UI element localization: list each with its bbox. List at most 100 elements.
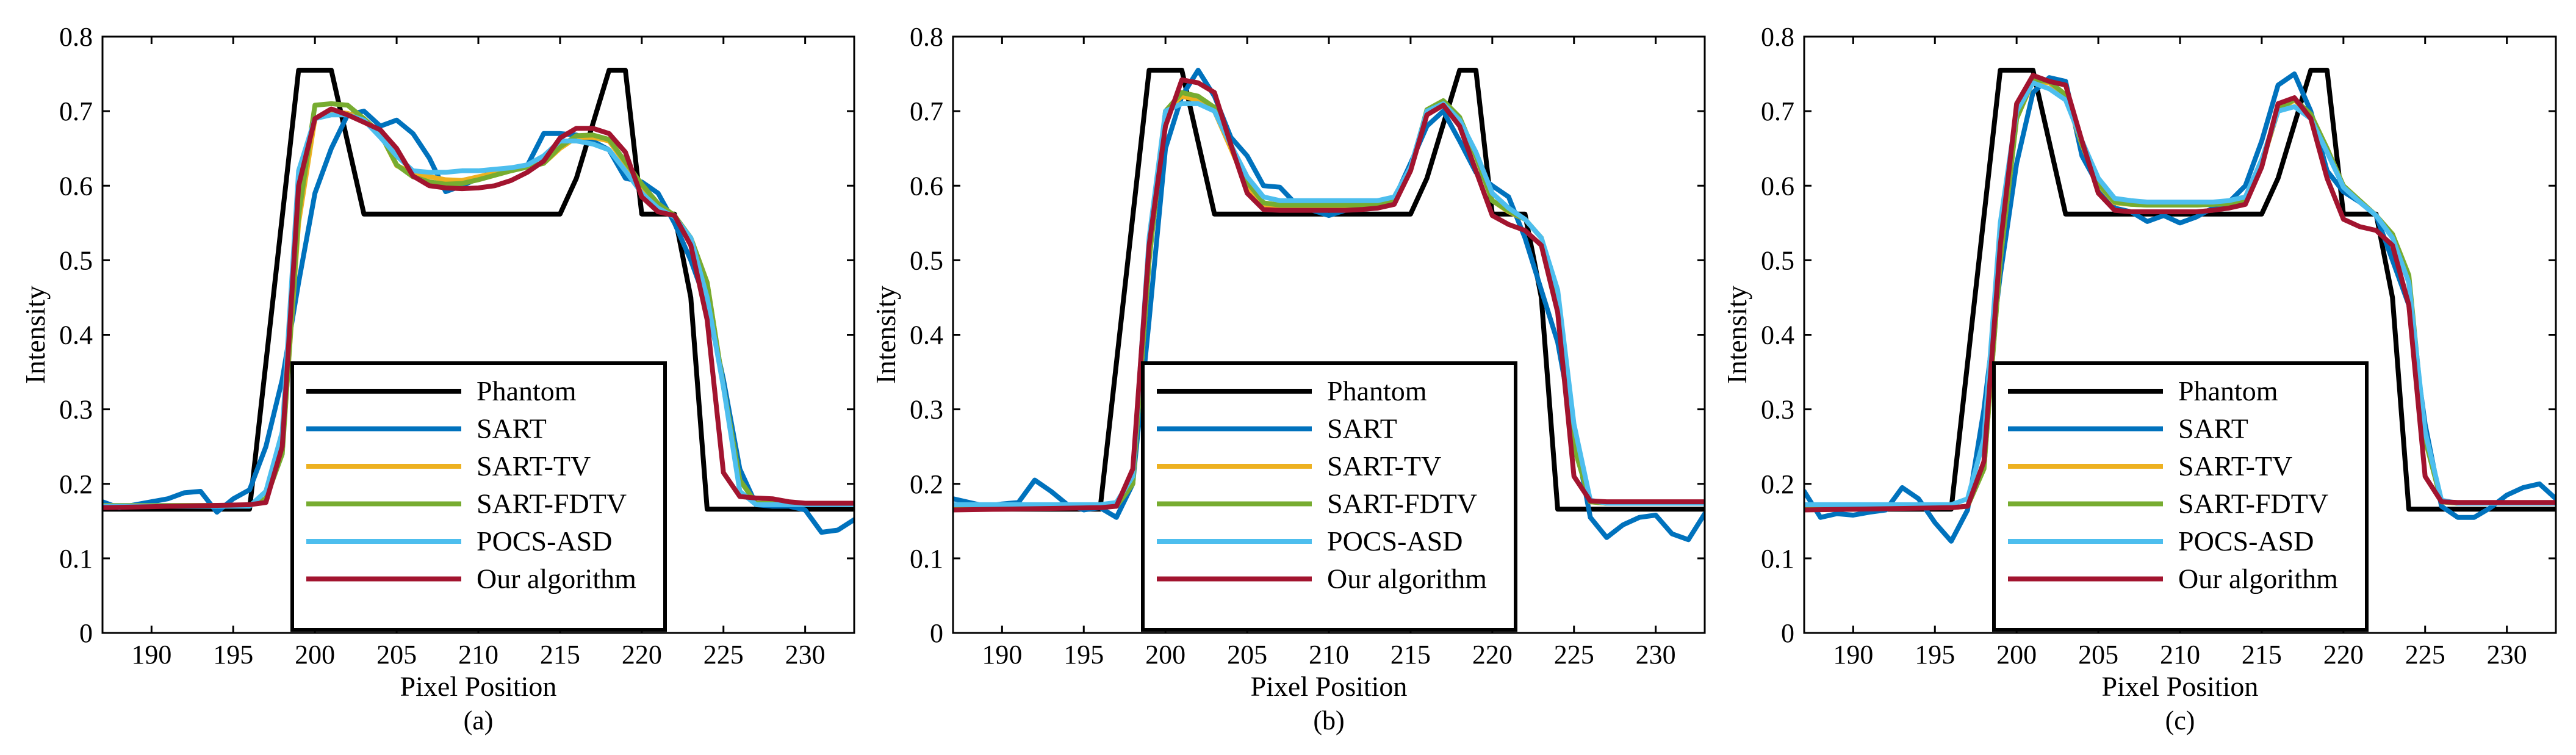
- x-tick-label: 205: [376, 640, 417, 670]
- series-line-pocs-asd: [1804, 80, 2556, 507]
- x-tick-label: 230: [2487, 640, 2527, 670]
- y-tick-label: 0.5: [910, 245, 943, 275]
- legend-entry-label: SART: [477, 413, 547, 444]
- legend-entry-label: SART-FDTV: [1327, 488, 1477, 519]
- legend-entry-label: SART-TV: [1327, 450, 1441, 482]
- y-tick-label: 0.6: [910, 171, 943, 201]
- legend-entry-label: POCS-ASD: [2178, 526, 2314, 557]
- y-tick-label: 0.2: [910, 469, 943, 499]
- x-tick-label: 220: [622, 640, 662, 670]
- x-tick-label: 190: [1833, 640, 1873, 670]
- y-tick-label: 0.3: [910, 395, 943, 425]
- x-tick-label: 195: [1915, 640, 1955, 670]
- y-tick-label: 0.7: [59, 96, 93, 126]
- x-tick-label: 200: [295, 640, 335, 670]
- series-line-our-algorithm: [103, 106, 854, 510]
- legend-entry-label: SART-FDTV: [2178, 488, 2328, 519]
- x-tick-label: 195: [1063, 640, 1104, 670]
- x-axis-label: Pixel Position: [1251, 671, 1408, 702]
- series-line-phantom: [1804, 68, 2556, 512]
- legend-entry-label: Our algorithm: [2178, 563, 2338, 594]
- chart-panel-1: 0 0.1 0.2 0.3 0.4 0.5 0.6 0.7 0.8 190 195 200 205 210…: [20, 22, 855, 735]
- x-tick-label: 200: [1996, 640, 2037, 670]
- legend-entry-label: SART-FDTV: [477, 488, 627, 519]
- x-axis-label: Pixel Position: [400, 671, 557, 702]
- y-axis-label: Intensity: [1721, 286, 1752, 384]
- x-tick-label: 190: [131, 640, 171, 670]
- x-tick-label: 215: [1391, 640, 1431, 670]
- x-tick-label: 225: [703, 640, 744, 670]
- legend-entry-label: POCS-ASD: [477, 526, 612, 557]
- y-tick-label: 0: [930, 618, 943, 648]
- y-tick-label: 0.4: [1761, 320, 1794, 350]
- y-tick-label: 0.8: [59, 22, 93, 52]
- legend-box: [1141, 361, 1517, 632]
- series-line-our-algorithm: [953, 77, 1705, 513]
- y-tick-label: 0.5: [1761, 245, 1794, 275]
- y-tick-label: 0.1: [1761, 544, 1794, 574]
- x-tick-label: 230: [1636, 640, 1676, 670]
- legend: Phantom SART SART-TV SART-FDTV POCS-ASD Our a…: [290, 361, 667, 632]
- y-tick-label: 0.4: [910, 320, 943, 350]
- x-tick-label: 210: [2160, 640, 2200, 670]
- legend-entry-label: Phantom: [2178, 375, 2278, 406]
- y-tick-label: 0.5: [59, 245, 93, 275]
- series-group: [103, 68, 854, 535]
- y-tick-label: 0: [1781, 618, 1794, 648]
- y-tick-label: 0.2: [59, 469, 93, 499]
- x-tick-label: 190: [982, 640, 1022, 670]
- x-tick-label: 225: [1554, 640, 1594, 670]
- chart-panel-3: 0 0.1 0.2 0.3 0.4 0.5 0.6 0.7 0.8 190 195 200 205 210…: [1721, 22, 2557, 735]
- y-tick-label: 0.1: [59, 544, 93, 574]
- panel-label: (b): [1313, 706, 1344, 735]
- x-tick-label: 220: [2323, 640, 2364, 670]
- legend-entry-label: SART: [1327, 413, 1397, 444]
- y-tick-label: 0.7: [910, 96, 943, 126]
- y-tick-label: 0: [79, 618, 93, 648]
- legend-entry-label: SART: [2178, 413, 2248, 444]
- y-tick-label: 0.8: [1761, 22, 1794, 52]
- series-line-our-algorithm: [1804, 73, 2556, 513]
- x-tick-label: 210: [458, 640, 498, 670]
- legend-entry-label: SART-TV: [2178, 450, 2292, 482]
- legend-box: [290, 361, 667, 632]
- x-tick-label: 205: [2078, 640, 2118, 670]
- legend-box: [1992, 361, 2369, 632]
- legend: Phantom SART SART-TV SART-FDTV POCS-ASD Our a…: [1141, 361, 1517, 632]
- y-tick-label: 0.6: [59, 171, 93, 201]
- x-tick-label: 205: [1227, 640, 1267, 670]
- x-tick-label: 210: [1309, 640, 1349, 670]
- series-group: [1804, 68, 2556, 544]
- legend-entry-label: Our algorithm: [1327, 563, 1487, 594]
- y-axis-label: Intensity: [20, 286, 51, 384]
- y-tick-label: 0.4: [59, 320, 93, 350]
- y-tick-label: 0.3: [1761, 395, 1794, 425]
- y-tick-label: 0.2: [1761, 469, 1794, 499]
- x-tick-label: 225: [2405, 640, 2445, 670]
- legend-entry-label: Phantom: [477, 375, 577, 406]
- legend-entry-label: POCS-ASD: [1327, 526, 1462, 557]
- series-group: [953, 68, 1705, 543]
- x-axis-label: Pixel Position: [2102, 671, 2259, 702]
- legend-entry-label: Phantom: [1327, 375, 1427, 406]
- x-tick-label: 195: [213, 640, 253, 670]
- legend-entry-label: Our algorithm: [477, 563, 636, 594]
- legend: Phantom SART SART-TV SART-FDTV POCS-ASD Our a…: [1992, 361, 2369, 632]
- y-axis-label: Intensity: [870, 286, 901, 384]
- y-tick-label: 0.3: [59, 395, 93, 425]
- series-line-phantom: [103, 68, 854, 512]
- y-tick-label: 0.7: [1761, 96, 1794, 126]
- chart-panel-2: 0 0.1 0.2 0.3 0.4 0.5 0.6 0.7 0.8 190 195 200 205 210…: [870, 22, 1706, 735]
- x-tick-label: 220: [1472, 640, 1513, 670]
- panel-label: (a): [464, 706, 494, 735]
- x-tick-label: 215: [2242, 640, 2282, 670]
- y-tick-label: 0.1: [910, 544, 943, 574]
- x-tick-label: 215: [540, 640, 580, 670]
- y-tick-label: 0.6: [1761, 171, 1794, 201]
- y-tick-label: 0.8: [910, 22, 943, 52]
- panel-label: (c): [2165, 706, 2195, 735]
- legend-entry-label: SART-TV: [477, 450, 591, 482]
- x-tick-label: 200: [1145, 640, 1185, 670]
- x-tick-label: 230: [785, 640, 826, 670]
